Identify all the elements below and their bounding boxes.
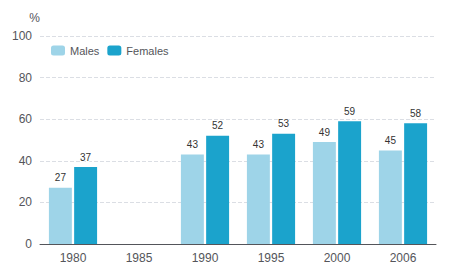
svg-text:2006: 2006 (390, 251, 417, 265)
svg-text:20: 20 (19, 195, 33, 209)
svg-text:37: 37 (80, 152, 92, 163)
svg-text:%: % (29, 11, 40, 25)
svg-text:1990: 1990 (192, 251, 219, 265)
svg-text:100: 100 (12, 29, 32, 43)
svg-text:60: 60 (19, 112, 33, 126)
svg-text:49: 49 (319, 127, 331, 138)
svg-text:0: 0 (25, 237, 32, 251)
svg-text:2000: 2000 (324, 251, 351, 265)
svg-text:1980: 1980 (60, 251, 87, 265)
svg-text:45: 45 (385, 135, 397, 146)
svg-text:27: 27 (55, 172, 67, 183)
svg-text:40: 40 (19, 154, 33, 168)
svg-text:1985: 1985 (126, 251, 153, 265)
svg-text:80: 80 (19, 71, 33, 85)
svg-text:43: 43 (187, 139, 199, 150)
svg-text:53: 53 (278, 118, 290, 129)
svg-text:Males: Males (70, 45, 100, 57)
svg-text:1995: 1995 (258, 251, 285, 265)
svg-text:58: 58 (410, 108, 422, 119)
svg-text:52: 52 (212, 120, 224, 131)
svg-text:59: 59 (344, 106, 356, 117)
svg-text:43: 43 (253, 139, 265, 150)
svg-text:Females: Females (126, 45, 169, 57)
